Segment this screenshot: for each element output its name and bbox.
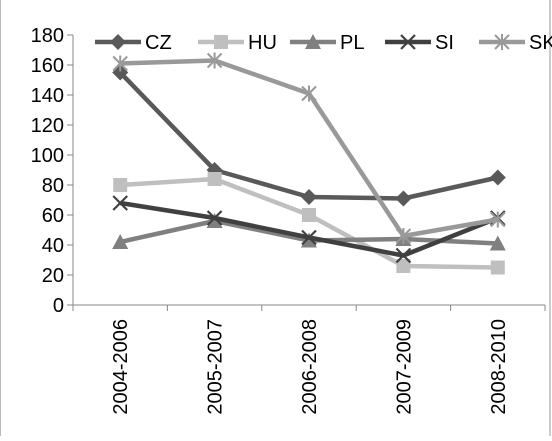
y-tick-label: 140 — [31, 85, 64, 107]
y-tick-label: 40 — [42, 235, 64, 257]
y-tick-label: 180 — [31, 25, 64, 47]
x-tick-label: 2005-2007 — [205, 319, 227, 415]
data-point-hu — [490, 260, 505, 275]
data-point-hu — [302, 208, 316, 222]
data-point-cz — [395, 190, 412, 207]
x-tick-label: 2007-2009 — [393, 319, 415, 415]
legend: CZ HU PL SI SK — [95, 32, 552, 54]
legend-label: HU — [248, 32, 277, 54]
series-layer — [112, 52, 506, 275]
data-point-si — [301, 229, 317, 246]
legend-marker — [494, 34, 510, 50]
legend-item-pl: PL — [290, 32, 364, 54]
data-point-sk — [395, 228, 412, 244]
x-tick-label: 2008-2010 — [488, 319, 510, 415]
data-point-si — [395, 247, 412, 264]
y-tick-label: 0 — [53, 295, 64, 317]
data-point-pl — [112, 234, 129, 249]
legend-label: SI — [435, 32, 454, 54]
data-point-sk — [301, 85, 317, 102]
legend-item-sk: SK — [479, 32, 552, 54]
y-tick-label: 100 — [31, 145, 64, 167]
legend-item-cz: CZ — [95, 32, 172, 54]
legend-marker — [214, 35, 228, 49]
legend-label: PL — [340, 32, 364, 54]
data-point-si — [206, 210, 223, 226]
data-point-sk — [112, 55, 128, 72]
series-si — [112, 195, 506, 264]
data-point-pl — [301, 232, 317, 248]
data-point-hu — [396, 259, 411, 273]
data-point-pl — [489, 235, 506, 251]
data-point-hu — [207, 172, 222, 186]
legend-item-hu: HU — [198, 32, 277, 54]
series-hu — [113, 172, 505, 275]
data-point-cz — [489, 169, 506, 186]
data-point-sk — [206, 52, 223, 69]
legend-marker — [305, 34, 321, 49]
legend-label: SK — [529, 32, 552, 54]
legend-item-si: SI — [385, 32, 454, 54]
data-point-sk — [490, 211, 506, 228]
x-tick-label: 2006-2008 — [299, 319, 321, 415]
y-tick-label: 120 — [31, 115, 64, 137]
series-sk — [112, 52, 506, 244]
y-tick-label: 160 — [31, 55, 64, 77]
legend-label: CZ — [145, 32, 172, 54]
legend-marker — [110, 34, 126, 50]
y-tick-label: 20 — [42, 265, 64, 287]
series-pl — [112, 213, 506, 251]
y-tick-label: 80 — [42, 175, 64, 197]
y-tick-label: 60 — [42, 205, 64, 227]
x-tick-label: 2004-2006 — [110, 319, 132, 415]
data-point-si — [112, 195, 128, 211]
data-point-hu — [113, 178, 128, 192]
axes: 0 20 40 60 80 100 120 140 160 180 2004-2006 2005-20… — [31, 25, 546, 415]
data-point-pl — [206, 213, 223, 228]
data-point-cz — [301, 189, 317, 205]
legend-marker — [400, 34, 416, 50]
